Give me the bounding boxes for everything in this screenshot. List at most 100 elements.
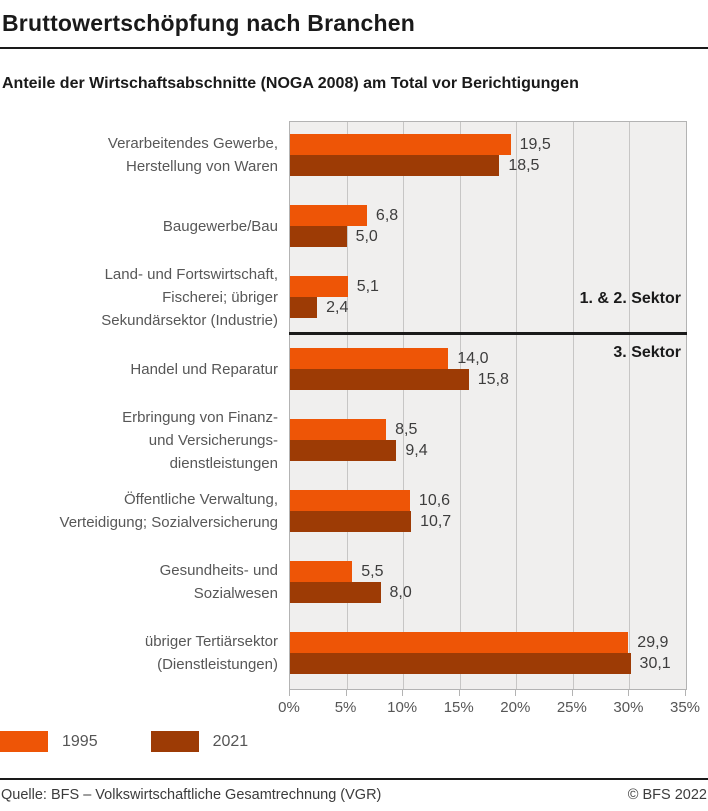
bar-chart: Verarbeitendes Gewerbe, Herstellung von W…	[0, 121, 708, 721]
chart-row: Land- und Fortswirtschaft, Fischerei; übr…	[0, 266, 708, 329]
category-label: Handel und Reparatur	[0, 348, 278, 390]
category-label-line: Herstellung von Waren	[125, 158, 278, 175]
axis-tick-label: 35%	[669, 699, 701, 716]
bar-1995	[290, 205, 367, 226]
copyright-text: © BFS 2022	[627, 787, 707, 803]
gridline	[459, 122, 461, 689]
bar-value-label: 8,0	[389, 584, 412, 601]
gridline	[516, 122, 518, 689]
bar-1995	[290, 632, 629, 653]
axis-tick	[685, 690, 686, 696]
source-text: Quelle: BFS – Volkswirtschaftliche Gesam…	[1, 787, 382, 803]
axis-tick-label: 10%	[387, 699, 418, 716]
category-label-line: Öffentliche Verwaltung,	[124, 491, 278, 508]
axis-tick-label: 30%	[613, 699, 644, 716]
legend-swatch-2021	[150, 731, 199, 752]
category-label-line: Sozialwesen	[193, 585, 278, 602]
gridline	[629, 122, 631, 689]
category-label-line: dienstleistungen	[169, 454, 278, 472]
category-label-line: Verteidigung; Sozialversicherung	[59, 514, 278, 531]
bar-value-label: 14,0	[457, 350, 489, 367]
bar-1995	[290, 490, 410, 511]
category-label: Land- und Fortswirtschaft, Fischerei; übr…	[0, 266, 278, 329]
axis-tick	[458, 690, 460, 696]
bar-1995	[290, 419, 387, 440]
bar-value-label: 10,6	[418, 492, 451, 509]
category-label-line: Handel und Reparatur	[130, 360, 278, 378]
bar-2021	[290, 511, 412, 532]
category-label-line: und Versicherungs-	[148, 431, 278, 449]
bar-value-label: 10,7	[420, 513, 452, 530]
bar-1995	[290, 276, 348, 297]
chart-row: Erbringung von Finanz-und Versicherungs-…	[0, 409, 708, 472]
footer-divider	[0, 778, 708, 780]
gridline	[572, 122, 574, 689]
bar-2021	[290, 653, 631, 674]
bar-2021	[290, 155, 500, 176]
chart-row: Gesundheits- und Sozialwesen 5,5 8,0	[0, 561, 708, 603]
category-label: Gesundheits- und Sozialwesen	[0, 561, 278, 603]
sector-divider-line	[289, 332, 687, 335]
bar-2021	[290, 369, 469, 390]
bar-value-label: 15,8	[477, 371, 509, 388]
bar-value-label: 30,1	[639, 655, 671, 672]
bar-2021	[290, 297, 318, 318]
bar-1995	[290, 561, 353, 582]
sector-label-1-2: 1. & 2. Sektor	[579, 290, 681, 307]
chart-legend: 1995 2021	[0, 731, 708, 752]
chart-row: übriger Tertiärsektor (Dienstleistungen) 2…	[0, 632, 708, 674]
category-label: Erbringung von Finanz-und Versicherungs-…	[0, 409, 278, 472]
category-label: Verarbeitendes Gewerbe, Herstellung von W…	[0, 134, 278, 176]
category-label-line: Sekundärsektor (Industrie)	[101, 311, 278, 329]
bar-2021	[290, 440, 397, 461]
page-title: Bruttowertschöpfung nach Branchen	[2, 10, 415, 36]
gridline	[403, 122, 405, 689]
legend-label-2021: 2021	[212, 732, 249, 750]
chart-row: Öffentliche Verwaltung, Verteidigung; Soz…	[0, 490, 708, 532]
category-label-line: übriger Tertiärsektor	[144, 633, 278, 650]
axis-tick	[289, 690, 290, 696]
bar-value-label: 6,8	[375, 207, 399, 224]
axis-tick	[402, 690, 404, 696]
sector-label-3: 3. Sektor	[613, 344, 681, 361]
category-label-line: Erbringung von Finanz-	[122, 408, 278, 426]
bar-value-label: 5,5	[361, 563, 384, 580]
footer: Quelle: BFS – Volkswirtschaftliche Gesam…	[0, 787, 708, 803]
bar-value-label: 18,5	[508, 157, 540, 174]
legend-item-1995: 1995	[0, 731, 98, 752]
bar-1995	[290, 134, 511, 155]
axis-tick-label: 15%	[443, 699, 474, 716]
axis-tick-label: 25%	[556, 699, 587, 716]
category-label-line: Verarbeitendes Gewerbe,	[107, 135, 278, 152]
axis-tick-label: 5%	[334, 699, 357, 716]
gridline	[346, 122, 348, 689]
chart-row: Verarbeitendes Gewerbe, Herstellung von W…	[0, 134, 708, 176]
category-label: Baugewerbe/Bau	[0, 205, 278, 247]
bar-value-label: 2,4	[326, 299, 349, 316]
axis-tick-label: 0%	[278, 699, 300, 716]
title-divider	[0, 47, 708, 49]
category-label-line: (Dienstleistungen)	[157, 656, 278, 673]
bar-1995	[290, 348, 449, 369]
chart-row: Baugewerbe/Bau 6,8 5,0	[0, 205, 708, 247]
legend-swatch-1995	[0, 731, 48, 752]
legend-item-2021: 2021	[150, 731, 249, 752]
bar-value-label: 9,4	[405, 442, 428, 459]
bar-value-label: 8,5	[395, 421, 418, 438]
bar-value-label: 19,5	[519, 136, 551, 153]
axis-tick	[571, 690, 573, 696]
legend-label-1995: 1995	[62, 732, 98, 750]
bar-value-label: 29,9	[637, 634, 669, 651]
axis-tick	[345, 690, 347, 696]
category-label-line: Gesundheits- und	[159, 562, 278, 579]
category-label: Öffentliche Verwaltung, Verteidigung; Soz…	[0, 490, 278, 532]
axis-tick	[515, 690, 517, 696]
chart-subtitle: Anteile der Wirtschaftsabschnitte (NOGA …	[2, 75, 579, 92]
category-label-line: Baugewerbe/Bau	[162, 217, 278, 235]
category-label-line: Land- und Fortswirtschaft,	[104, 265, 278, 283]
category-label: übriger Tertiärsektor (Dienstleistungen)	[0, 632, 278, 674]
bar-2021	[290, 582, 381, 603]
axis-tick-label: 20%	[500, 699, 531, 716]
chart-row: Handel und Reparatur 14,0 15,8	[0, 348, 708, 390]
